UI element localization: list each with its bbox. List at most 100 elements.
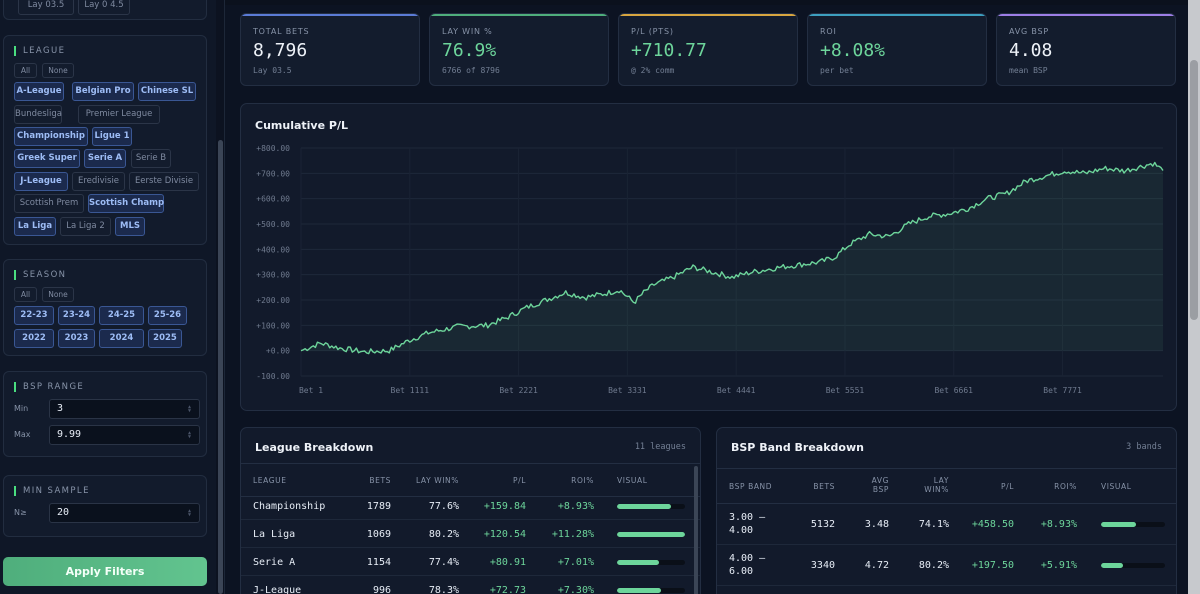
window-scrollbar[interactable] <box>1188 0 1200 594</box>
table-row[interactable]: J-League 996 78.3% +72.73 +7.30% <box>241 576 700 594</box>
col-pl[interactable]: P/L <box>1000 482 1014 491</box>
league-chip[interactable]: La Liga 2 <box>60 217 111 236</box>
x-tick-label: Bet 7771 <box>1043 386 1082 395</box>
league-chip[interactable]: Greek Super <box>14 149 80 168</box>
league-name: Serie A <box>253 557 296 568</box>
col-bets[interactable]: BETS <box>369 476 391 485</box>
min-sample-input[interactable]: 20 ▲ ▼ <box>49 503 200 523</box>
pl-value: +72.73 <box>489 585 526 594</box>
col-avg-bsp[interactable]: AVG BSP <box>871 476 889 494</box>
league-chip[interactable]: Eredivisie <box>72 172 125 191</box>
y-tick-label: +300.00 <box>256 271 290 280</box>
x-tick-label: Bet 6661 <box>934 386 973 395</box>
stat-value: 8,796 <box>253 40 308 61</box>
league-chip[interactable]: Chinese SL <box>138 82 196 101</box>
roi-value: +11.28% <box>551 529 594 540</box>
season-select-none[interactable]: None <box>42 287 74 302</box>
season-chip[interactable]: 22-23 <box>14 306 54 325</box>
league-chip[interactable]: Scottish Champ <box>88 194 164 213</box>
league-chip[interactable]: J-League <box>14 172 68 191</box>
col-pl[interactable]: P/L <box>512 476 526 485</box>
bets-value: 1154 <box>366 557 391 568</box>
bsp-max-input[interactable]: 9.99 ▲ ▼ <box>49 425 200 445</box>
table-row[interactable]: 4.00 – 6.00 3340 4.72 80.2% +197.50 +5.91% <box>717 545 1176 586</box>
visual-bar <box>617 504 685 509</box>
col-lay-win[interactable]: LAY WIN% <box>924 476 949 494</box>
league-chip[interactable]: MLS <box>115 217 145 236</box>
spinner-icon[interactable]: ▲ ▼ <box>188 404 192 414</box>
pl-area-fill <box>301 162 1163 354</box>
season-chip[interactable]: 2023 <box>58 329 95 348</box>
league-chip[interactable]: Serie B <box>131 149 171 168</box>
col-bets[interactable]: BETS <box>813 482 835 491</box>
apply-filters-button[interactable]: Apply Filters <box>3 557 207 586</box>
season-select-all[interactable]: All <box>14 287 37 302</box>
season-chip[interactable]: 24-25 <box>99 306 144 325</box>
season-chip[interactable]: 2024 <box>99 329 144 348</box>
spinner-icon[interactable]: ▲ ▼ <box>188 508 192 518</box>
col-roi[interactable]: ROI% <box>571 476 594 485</box>
league-chip[interactable]: Serie A <box>84 149 126 168</box>
roi-value: +7.30% <box>557 585 594 594</box>
col-lay-win[interactable]: LAY WIN% <box>415 476 459 485</box>
lay-win-value: 77.4% <box>428 557 459 568</box>
table-row[interactable]: 3.00 – 4.00 5132 3.48 74.1% +458.50 +8.93% <box>717 504 1176 545</box>
season-chip[interactable]: 25-26 <box>148 306 187 325</box>
stat-subtext: mean BSP <box>1009 66 1048 75</box>
table-row[interactable]: La Liga 1069 80.2% +120.54 +11.28% <box>241 520 700 548</box>
league-chip[interactable]: Championship <box>14 127 88 146</box>
league-chip[interactable]: Bundesliga <box>14 105 62 124</box>
y-tick-label: +200.00 <box>256 296 290 305</box>
league-chip[interactable]: Eerste Divisie <box>129 172 199 191</box>
roi-value: +5.91% <box>1040 560 1077 571</box>
stat-card: LAY WIN % 76.9% 6766 of 8796 <box>429 13 609 86</box>
league-chip[interactable]: Scottish Prem <box>14 194 84 213</box>
league-title: LEAGUE <box>14 46 65 56</box>
table-row[interactable]: Championship 1789 77.6% +159.84 +8.93% <box>241 492 700 520</box>
avg-bsp-value: 3.48 <box>864 519 889 530</box>
visual-bar <box>1101 563 1165 568</box>
col-roi[interactable]: ROI% <box>1054 482 1077 491</box>
season-title: SEASON <box>14 270 66 280</box>
season-chip[interactable]: 2022 <box>14 329 54 348</box>
avg-bsp-value: 4.72 <box>864 560 889 571</box>
bet-type-chip[interactable]: Lay 0 4.5 <box>78 0 130 15</box>
league-table-scrollbar[interactable] <box>694 466 698 594</box>
visual-bar <box>617 532 685 537</box>
stat-accent-bar <box>997 14 1175 16</box>
stat-value: 4.08 <box>1009 40 1053 61</box>
bet-type-panel: Lay 03.5 Lay 0 4.5 <box>3 0 207 20</box>
league-chip[interactable]: Premier League <box>78 105 160 124</box>
sidebar-scrollbar-thumb[interactable] <box>218 140 223 594</box>
bsp-min-value: 3 <box>57 403 64 414</box>
season-chip[interactable]: 23-24 <box>58 306 95 325</box>
bet-type-chip[interactable]: Lay 03.5 <box>18 0 74 15</box>
league-chip[interactable]: Ligue 1 <box>92 127 132 146</box>
season-chip[interactable]: 2025 <box>148 329 182 348</box>
x-tick-label: Bet 2221 <box>499 386 538 395</box>
y-tick-label: +700.00 <box>256 169 290 178</box>
league-chip[interactable]: Belgian Pro <box>72 82 134 101</box>
top-edge <box>225 0 1188 5</box>
bsp-min-input[interactable]: 3 ▲ ▼ <box>49 399 200 419</box>
col-bsp-band[interactable]: BSP BAND <box>729 482 773 491</box>
pl-value: +159.84 <box>483 501 526 512</box>
window-scrollbar-thumb[interactable] <box>1190 60 1198 320</box>
stat-subtext: 6766 of 8796 <box>442 66 500 75</box>
league-select-all[interactable]: All <box>14 63 37 78</box>
bsp-band-value: 4.00 – 6.00 <box>729 553 766 577</box>
visual-bar <box>617 588 685 593</box>
table-row[interactable]: Serie A 1154 77.4% +80.91 +7.01% <box>241 548 700 576</box>
spinner-icon[interactable]: ▲ ▼ <box>188 430 192 440</box>
visual-bar-fill <box>617 560 660 565</box>
col-visual: VISUAL <box>1101 482 1132 491</box>
bsp-min-label: Min <box>14 404 29 413</box>
league-select-none[interactable]: None <box>42 63 74 78</box>
bets-value: 1789 <box>366 501 391 512</box>
league-chip[interactable]: A-League <box>14 82 64 101</box>
visual-bar-fill <box>1101 563 1124 568</box>
main-content: TOTAL BETS 8,796 Lay 03.5 LAY WIN % 76.9% 676… <box>225 0 1188 594</box>
lay-win-value: 77.6% <box>428 501 459 512</box>
col-league[interactable]: LEAGUE <box>253 476 287 485</box>
league-chip[interactable]: La Liga <box>14 217 56 236</box>
